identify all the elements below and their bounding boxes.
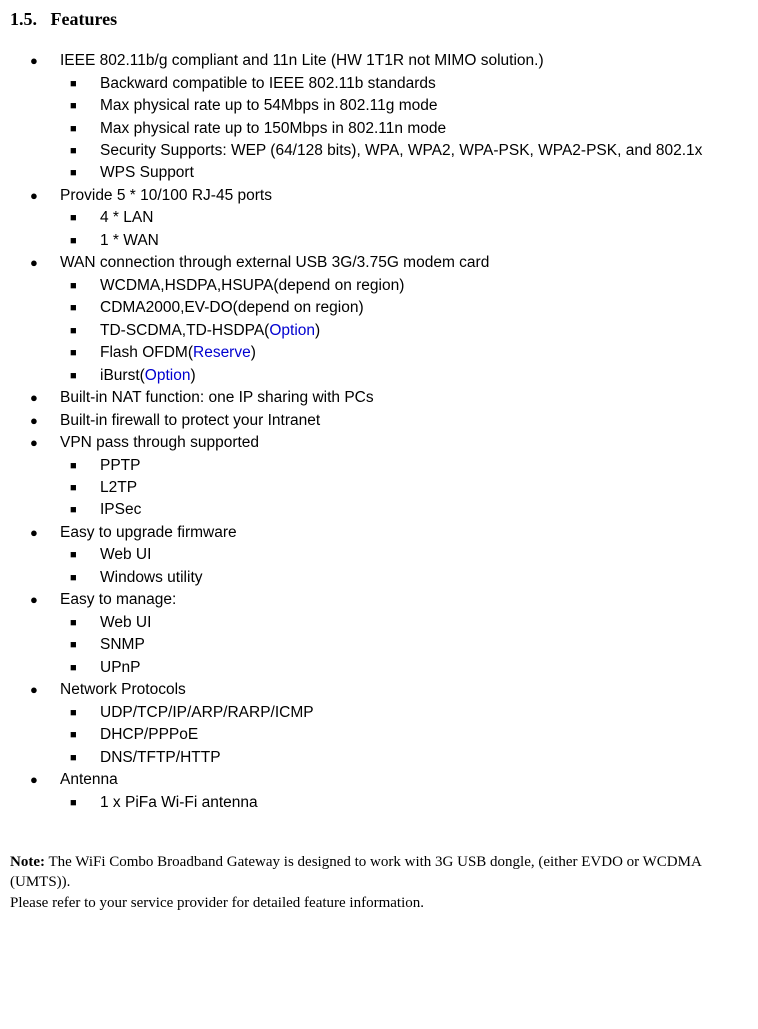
feature-item: Built-in firewall to protect your Intran… (60, 410, 748, 432)
feature-sublist: 4 * LAN1 * WAN (60, 207, 748, 252)
feature-subitem: PPTP (100, 455, 748, 477)
section-number: 1.5. (10, 9, 37, 29)
feature-subitem: UDP/TCP/IP/ARP/RARP/ICMP (100, 702, 748, 724)
feature-item: Network Protocols UDP/TCP/IP/ARP/RARP/ICM… (60, 679, 748, 769)
feature-item: Built-in NAT function: one IP sharing wi… (60, 387, 748, 409)
feature-subitem: L2TP (100, 477, 748, 499)
feature-subitem: Security Supports: WEP (64/128 bits), WP… (100, 140, 748, 162)
feature-sublist: PPTPL2TPIPSec (60, 455, 748, 522)
feature-sublist: 1 x PiFa Wi-Fi antenna (60, 792, 748, 814)
feature-subitem: CDMA2000,EV-DO(depend on region) (100, 297, 748, 319)
feature-subitem: DNS/TFTP/HTTP (100, 747, 748, 769)
highlight-text: Reserve (193, 344, 251, 361)
feature-sublist: Web UISNMPUPnP (60, 612, 748, 679)
feature-list: IEEE 802.11b/g compliant and 11n Lite (H… (10, 50, 748, 814)
feature-subitem: 4 * LAN (100, 207, 748, 229)
note-line2: Please refer to your service provider fo… (10, 895, 424, 911)
feature-text: Easy to manage: (60, 591, 176, 608)
feature-subitem: WCDMA,HSDPA,HSUPA(depend on region) (100, 275, 748, 297)
feature-text: VPN pass through supported (60, 434, 259, 451)
feature-subitem: Backward compatible to IEEE 802.11b stan… (100, 73, 748, 95)
feature-subitem: 1 * WAN (100, 230, 748, 252)
feature-subitem: Max physical rate up to 150Mbps in 802.1… (100, 118, 748, 140)
feature-sublist: WCDMA,HSDPA,HSUPA(depend on region)CDMA2… (60, 275, 748, 387)
feature-text: WAN connection through external USB 3G/3… (60, 254, 489, 271)
feature-subitem: Flash OFDM(Reserve) (100, 342, 748, 364)
feature-item: Easy to upgrade firmware Web UIWindows ut… (60, 522, 748, 589)
feature-text: Easy to upgrade firmware (60, 524, 237, 541)
feature-subitem: Web UI (100, 544, 748, 566)
feature-text: IEEE 802.11b/g compliant and 11n Lite (H… (60, 52, 544, 69)
feature-subitem: IPSec (100, 499, 748, 521)
feature-subitem: 1 x PiFa Wi-Fi antenna (100, 792, 748, 814)
note-block: Note: The WiFi Combo Broadband Gateway i… (10, 852, 748, 913)
feature-text: Provide 5 * 10/100 RJ-45 ports (60, 187, 272, 204)
feature-text: Network Protocols (60, 681, 186, 698)
feature-sublist: UDP/TCP/IP/ARP/RARP/ICMPDHCP/PPPoEDNS/TF… (60, 702, 748, 769)
feature-sublist: Web UIWindows utility (60, 544, 748, 589)
feature-item: Easy to manage: Web UISNMPUPnP (60, 589, 748, 679)
note-label: Note: (10, 854, 45, 870)
feature-text: Antenna (60, 771, 118, 788)
feature-text: Built-in NAT function: one IP sharing wi… (60, 389, 374, 406)
feature-text: Built-in firewall to protect your Intran… (60, 412, 320, 429)
feature-subitem: WPS Support (100, 162, 748, 184)
feature-item: VPN pass through supported PPTPL2TPIPSec (60, 432, 748, 522)
feature-subitem: DHCP/PPPoE (100, 724, 748, 746)
feature-item: WAN connection through external USB 3G/3… (60, 252, 748, 387)
feature-sublist: Backward compatible to IEEE 802.11b stan… (60, 73, 748, 185)
feature-subitem: Max physical rate up to 54Mbps in 802.11… (100, 95, 748, 117)
feature-item: IEEE 802.11b/g compliant and 11n Lite (H… (60, 50, 748, 185)
feature-subitem: UPnP (100, 657, 748, 679)
feature-subitem: TD-SCDMA,TD-HSDPA(Option) (100, 320, 748, 342)
highlight-text: Option (269, 322, 315, 339)
section-heading: 1.5. Features (10, 6, 748, 32)
feature-subitem: Web UI (100, 612, 748, 634)
feature-subitem: SNMP (100, 634, 748, 656)
feature-item: Provide 5 * 10/100 RJ-45 ports 4 * LAN1 *… (60, 185, 748, 252)
feature-subitem: iBurst(Option) (100, 365, 748, 387)
feature-subitem: Windows utility (100, 567, 748, 589)
section-title-text: Features (51, 9, 118, 29)
feature-item: Antenna 1 x PiFa Wi-Fi antenna (60, 769, 748, 814)
note-line1: The WiFi Combo Broadband Gateway is desi… (10, 854, 701, 890)
highlight-text: Option (145, 367, 191, 384)
